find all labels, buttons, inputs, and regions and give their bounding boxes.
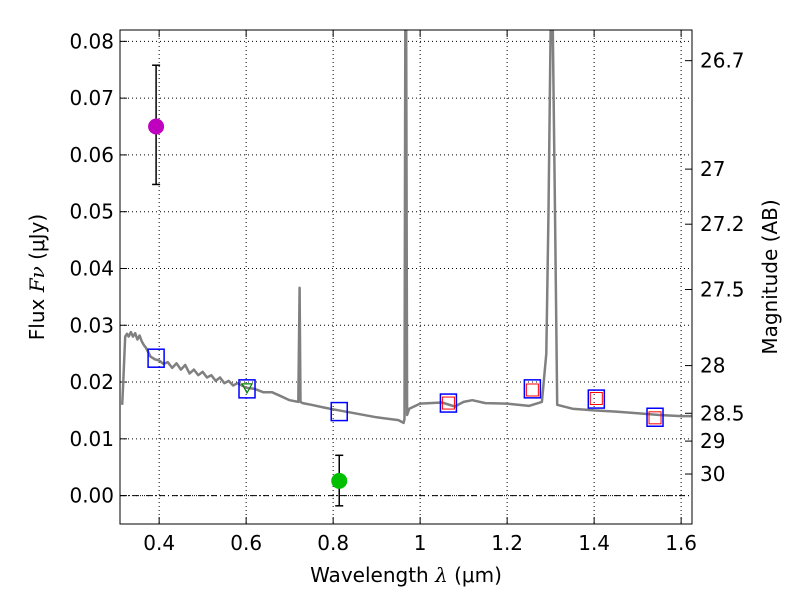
magnitude-tick-label: 27 (700, 157, 725, 181)
observed-photometry-box (523, 379, 542, 399)
model-photometry-box (648, 411, 662, 425)
x-tick-label: 0.6 (230, 531, 262, 555)
errorbar-layer (148, 64, 348, 507)
model-photometry-box (441, 396, 455, 410)
y-tick-label: 0.05 (69, 200, 114, 224)
y-tick-label: 0.02 (69, 370, 114, 394)
y-tick-label: 0.00 (69, 484, 114, 508)
y-tick-label: 0.07 (69, 86, 114, 110)
ticks-layer: 0.4 0.6 0.8 1 1.2 1.4 1.6 0.00 0.01 0.02 0.03 0.04 0… (69, 29, 744, 555)
y-tick-label: 0.01 (69, 427, 114, 451)
plot-layer (120, 30, 692, 428)
x-axis-label-unit: (μm) (454, 563, 502, 587)
y-tick-label: 0.08 (69, 29, 114, 53)
observed-photometry-box (330, 401, 348, 422)
green-model-marker (240, 383, 254, 395)
magnitude-tick-label: 27.5 (700, 277, 745, 301)
y-tick-label: 0.03 (69, 313, 114, 337)
green-detection-point (331, 472, 348, 489)
x-tick-label: 1.4 (578, 531, 610, 555)
magenta-detection-point (148, 118, 165, 135)
model-photometry-box (525, 383, 539, 397)
magnitude-tick-label: 27.2 (700, 212, 745, 236)
y-axis-label-symbol: Fν (25, 266, 49, 293)
magnitude-tick-label: 26.7 (700, 49, 745, 73)
y-axis-label-unit: (μJy) (25, 214, 49, 260)
x-tick-label: 1.2 (491, 531, 523, 555)
observed-photometry-box (439, 393, 458, 413)
y-tick-label: 0.06 (69, 143, 114, 167)
x-tick-label: 0.8 (317, 531, 349, 555)
x-axis-label-text: Wavelength (310, 563, 429, 587)
x-axis-label: Wavelength λ (μm) (310, 563, 502, 587)
magnitude-tick-label: 29 (700, 429, 725, 453)
observed-photometry-box (587, 389, 606, 409)
x-tick-label: 1 (414, 531, 427, 555)
observed-photometry-box (238, 379, 256, 399)
x-tick-label: 0.4 (143, 531, 175, 555)
model-spectrum-line (120, 30, 692, 425)
observed-photometry-box (147, 348, 165, 368)
observed-photometry-box (646, 407, 664, 428)
grid-layer (120, 30, 692, 524)
y-axis-label: Flux Fν (μJy) (25, 214, 49, 340)
magnitude-tick-label: 30 (700, 462, 725, 486)
y-axis-label-text: Flux (25, 298, 49, 340)
x-tick-label: 1.6 (665, 531, 697, 555)
plot-frame (119, 29, 693, 525)
magnitude-tick-label: 28 (700, 354, 725, 378)
y-tick-label: 0.04 (69, 256, 114, 280)
model-photometry-box (589, 392, 603, 406)
x-axis-label-symbol: λ (434, 563, 448, 587)
y2-axis-label: Magnitude (AB) (758, 199, 782, 354)
magnitude-tick-label: 28.5 (700, 401, 745, 425)
